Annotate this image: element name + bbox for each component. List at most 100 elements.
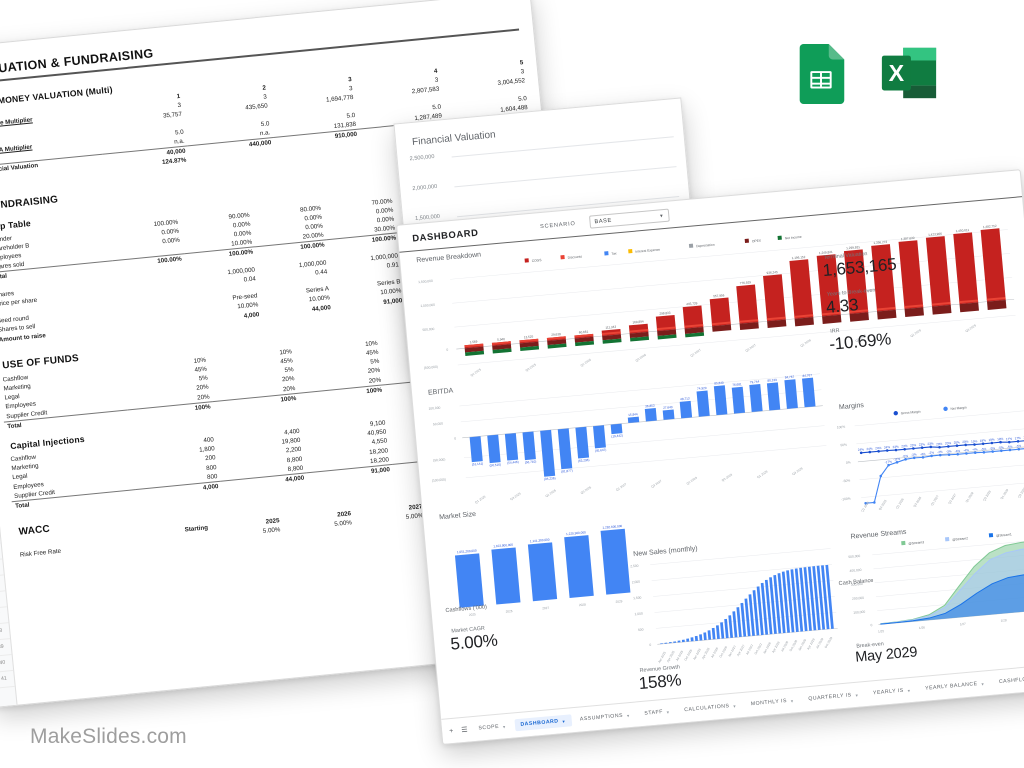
chart-margins[interactable]: Gross Margin Net Margin 100% 50% 0% -50% bbox=[834, 396, 1024, 513]
chevron-down-icon[interactable]: ▼ bbox=[789, 697, 795, 704]
chevron-down-icon[interactable]: ▼ bbox=[906, 687, 912, 693]
sheet-tab-dashboard[interactable]: DASHBOARD ▼ bbox=[513, 714, 573, 732]
data-point-label: 23% bbox=[901, 444, 908, 449]
chevron-down-icon[interactable]: ▼ bbox=[625, 712, 631, 718]
data-point-label: 23% bbox=[919, 442, 926, 447]
data-point-label: -5% bbox=[998, 445, 1004, 449]
y-tick-label: 0 bbox=[446, 348, 448, 352]
bar-revenue bbox=[709, 297, 731, 327]
legend-label: Net Income bbox=[785, 235, 802, 240]
data-point bbox=[955, 444, 959, 448]
sheet-tab-staff[interactable]: STAFF ▼ bbox=[638, 705, 677, 720]
x-tick-label: Oct 2026 bbox=[718, 645, 728, 658]
bar-segment-net-income bbox=[630, 336, 650, 342]
chart-revenue-breakdown[interactable]: COGS Discounts Tax Interest Expense Depr… bbox=[413, 213, 1021, 384]
bar-segment-opex bbox=[932, 304, 952, 315]
bar-new-sales bbox=[740, 602, 747, 637]
bar-value-label: (54,446) bbox=[507, 460, 519, 465]
x-tick-label: Apr 2027 bbox=[736, 644, 746, 657]
legend-swatch-gross-margin bbox=[893, 411, 898, 416]
legend-label: COGS bbox=[532, 258, 543, 263]
bar-ebitda bbox=[766, 382, 781, 411]
bar-new-sales bbox=[744, 598, 751, 637]
chart-lines-margins[interactable]: 24% 24% 24% 24% 23% 23% 23% 23% 23% 20% 20% 20% 20% 1… bbox=[858, 433, 1024, 505]
data-point bbox=[868, 450, 872, 454]
sheet-tab-quarterly-is[interactable]: QUARTERLY IS ▼ bbox=[802, 688, 866, 706]
data-point-label: 19% bbox=[971, 439, 978, 444]
sheet-tab-cashflow[interactable]: CASHFLOW▼ bbox=[992, 672, 1024, 689]
bar-ebitda bbox=[504, 433, 519, 461]
bar-segment-opex bbox=[657, 329, 677, 336]
bar-ebitda bbox=[696, 390, 710, 417]
bar-segment-opex bbox=[904, 307, 924, 318]
bar-value-label: (51,141) bbox=[472, 462, 484, 467]
chart-new-sales[interactable]: 2,500 2,000 1,500 1,000 500 0 Jan 2025Ap… bbox=[628, 542, 842, 666]
bar-ebitda bbox=[610, 423, 623, 435]
chart-bars-ebitda[interactable]: (51,141) (56,516) (54,446) (56,710) (94,236)… bbox=[466, 373, 820, 488]
chevron-down-icon[interactable]: ▼ bbox=[732, 703, 738, 709]
chart-market-size[interactable]: 1,051,200,000 1,103,800,000 1,141,300,000 1… bbox=[438, 506, 641, 627]
sheet-tab-monthly-is[interactable]: MONTHLY IS ▼ bbox=[744, 694, 801, 711]
chevron-down-icon[interactable]: ▼ bbox=[501, 723, 507, 729]
gridline bbox=[650, 548, 831, 565]
chart-bars-new-sales[interactable] bbox=[654, 564, 834, 645]
x-tick-label: Q3 2027 bbox=[947, 493, 957, 505]
bar-value-label: 169,894 bbox=[632, 319, 644, 324]
bar-segment-opex bbox=[547, 339, 567, 346]
bar-revenue bbox=[953, 232, 979, 305]
sheet-tab-label: CASHFLOW bbox=[998, 676, 1024, 686]
chevron-down-icon[interactable]: ▼ bbox=[561, 718, 567, 724]
add-sheet-icon[interactable]: + bbox=[448, 727, 454, 735]
chevron-down-icon[interactable]: ▼ bbox=[665, 708, 671, 715]
chart-bars-market-size[interactable]: 1,051,200,000 1,103,800,000 1,141,300,000 1… bbox=[453, 524, 631, 608]
sheet-tab-calculations[interactable]: CALCULATIONS ▼ bbox=[678, 699, 744, 717]
bar-value-label: (63,296) bbox=[578, 458, 590, 463]
x-tick-label: Jan 2028 bbox=[762, 641, 772, 654]
bar-new-sales bbox=[703, 632, 707, 641]
chart-ebitda[interactable]: 100,000 50,000 0 (50,000) (100,000) (51,… bbox=[425, 363, 833, 510]
zero-line bbox=[462, 405, 823, 439]
x-tick-label: Q1 2026 bbox=[895, 497, 905, 509]
x-tick-label: Jul 2029 bbox=[815, 637, 824, 649]
bar-segment-net-income bbox=[602, 338, 622, 344]
sheet-tab-scope[interactable]: SCOPE ▼ bbox=[472, 720, 513, 736]
chevron-down-icon[interactable]: ▼ bbox=[854, 692, 860, 698]
bar-segment-opex bbox=[739, 322, 759, 331]
data-point bbox=[1016, 440, 1020, 443]
sheet-tab-assumptions[interactable]: ASSUMPTIONS ▼ bbox=[573, 708, 637, 726]
x-tick-label: Q3 2025 bbox=[509, 491, 521, 501]
bar-ebitda bbox=[679, 400, 693, 419]
sheet-tab-yearly-is[interactable]: YEARLY IS ▼ bbox=[867, 683, 918, 699]
y-tick-label: 2,000,000 bbox=[412, 183, 438, 193]
bar-ebitda bbox=[644, 408, 657, 422]
sheet-tab-label: ASSUMPTIONS bbox=[579, 712, 624, 723]
bar-value-label: 557,956 bbox=[713, 293, 725, 298]
all-sheets-icon[interactable]: ☰ bbox=[461, 726, 468, 735]
sheet-tab-yearly-balance[interactable]: YEARLY BALANCE ▼ bbox=[919, 677, 992, 695]
bar-segment-discounts bbox=[684, 324, 704, 328]
data-point bbox=[920, 446, 924, 450]
bar-revenue bbox=[980, 228, 1006, 302]
scenario-select[interactable]: BASE ▼ bbox=[588, 208, 670, 229]
row-header[interactable]: 41 bbox=[0, 670, 15, 689]
data-point-label: 24% bbox=[884, 445, 891, 450]
dashboard-card[interactable]: DASHBOARD SCENARIO BASE ▼ Revenue Breakd… bbox=[396, 169, 1024, 745]
bar-new-sales bbox=[686, 638, 690, 642]
x-tick-label: 1/27 bbox=[960, 622, 967, 627]
x-tick-label: Q1 2027 bbox=[690, 348, 702, 358]
chart-revenue-streams[interactable]: @Stream3 @Stream2 @Stream1 500,000 400,0… bbox=[845, 526, 1024, 643]
chart-areas-revenue-streams[interactable] bbox=[874, 540, 1024, 625]
legend-label: OPEX bbox=[752, 238, 762, 243]
x-tick-label: Q1 2029 bbox=[756, 469, 768, 479]
data-point-label: 24% bbox=[858, 447, 865, 452]
excel-letter: X bbox=[889, 60, 905, 86]
data-point-label: 23% bbox=[910, 443, 917, 448]
panel-new-sales: New Sales (monthly) 2,500 2,000 1,500 1,… bbox=[627, 533, 849, 693]
data-point bbox=[991, 450, 994, 453]
y-tick-label: 100,000 bbox=[853, 610, 865, 615]
chevron-down-icon[interactable]: ▼ bbox=[980, 680, 986, 687]
x-tick-label: 2029 bbox=[615, 599, 622, 604]
chart-bars-revenue-breakdown[interactable]: 1,569 5,940 13,525 29,638 60,661 111,343 169,8… bbox=[458, 224, 1007, 357]
bar-market-size bbox=[527, 542, 558, 602]
